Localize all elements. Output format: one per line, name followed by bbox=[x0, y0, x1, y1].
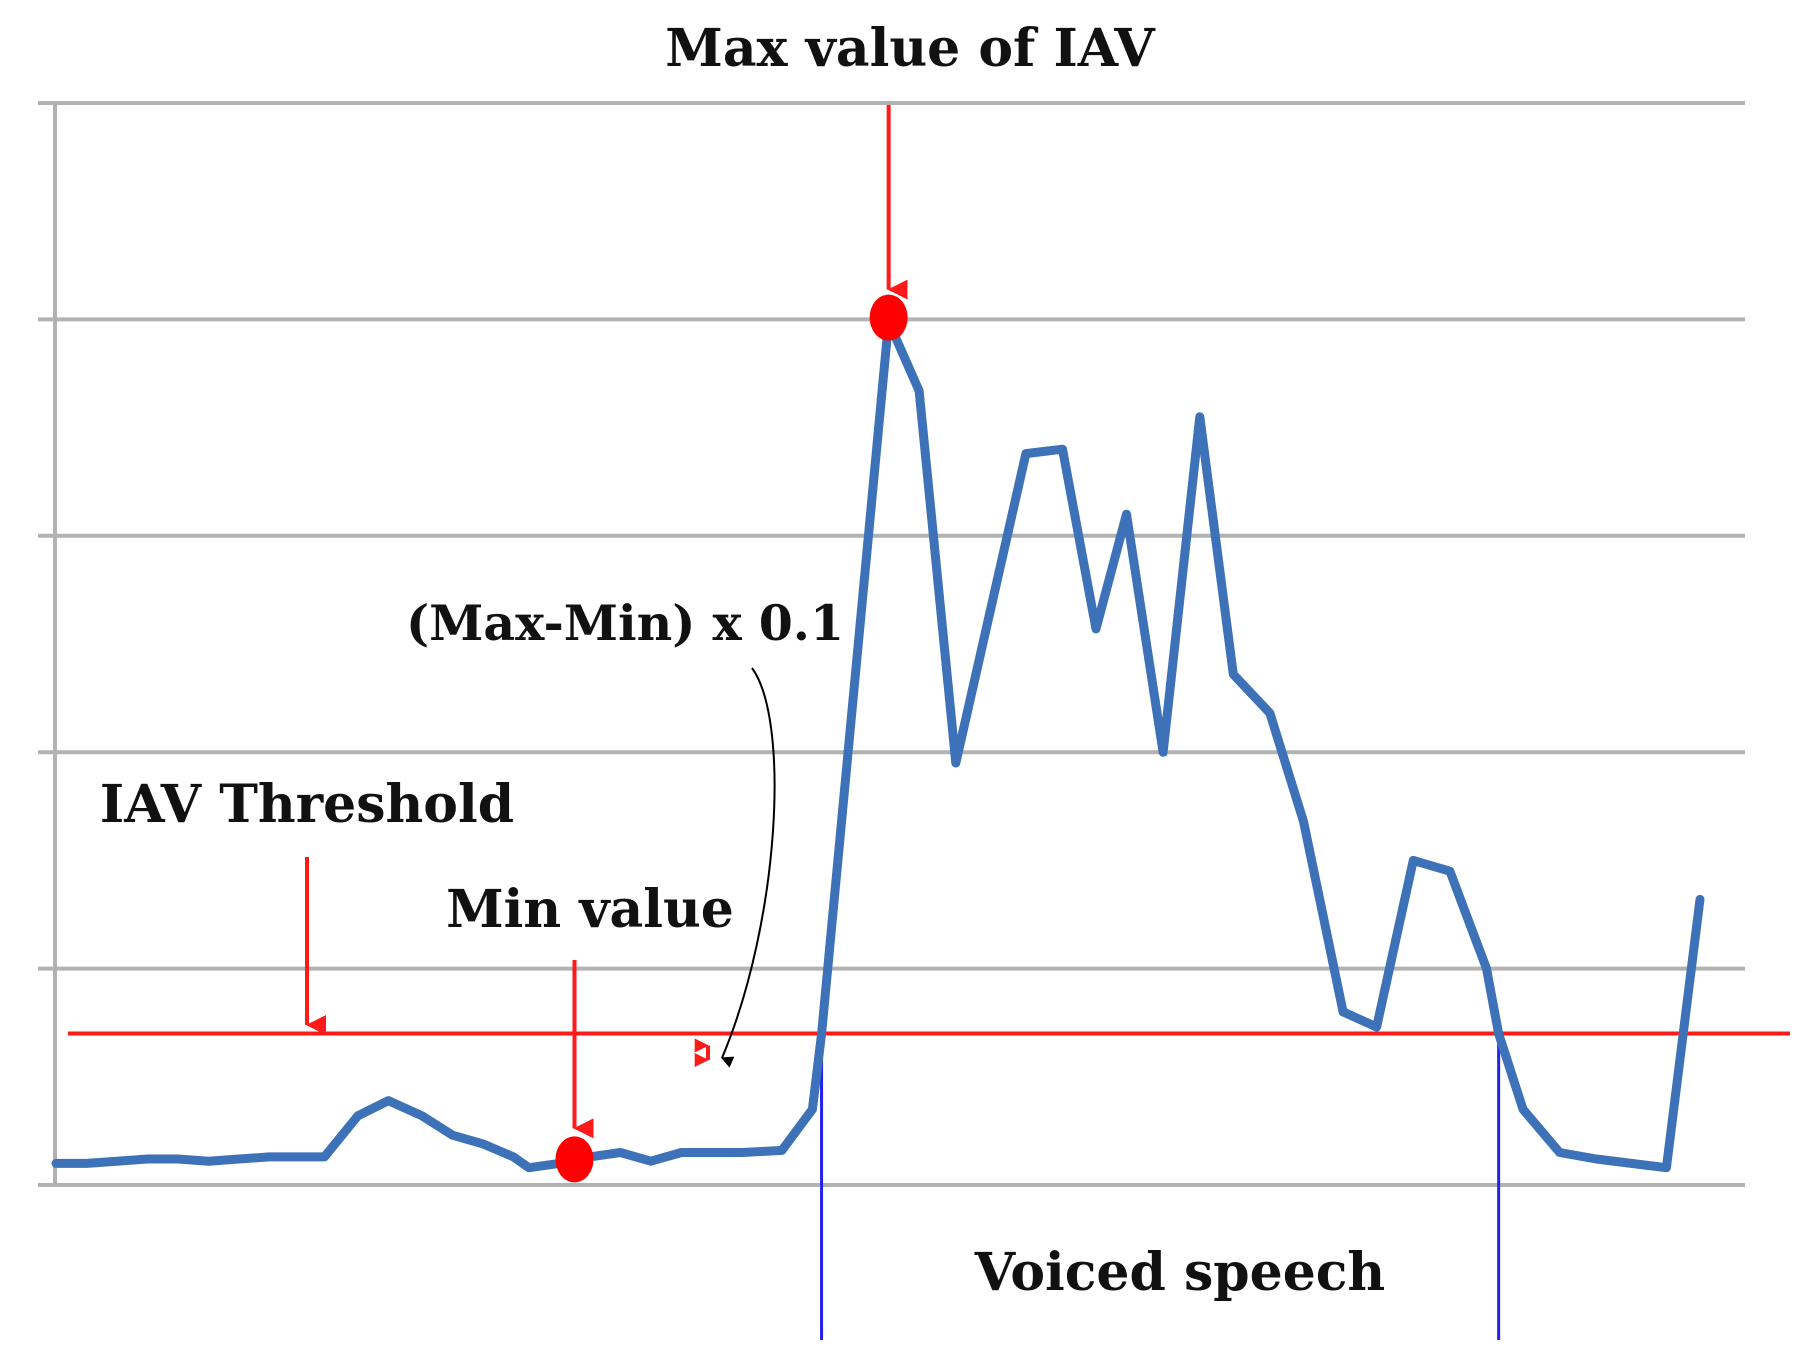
min-value-marker bbox=[555, 1136, 594, 1183]
voiced-speech-label: Voiced speech bbox=[974, 1242, 1386, 1303]
gridlines bbox=[38, 101, 1745, 1187]
iav-series-line bbox=[51, 317, 1705, 1173]
min-value-label: Min value bbox=[446, 879, 734, 940]
max-value-label: Max value of IAV bbox=[665, 18, 1156, 79]
formula-label: (Max-Min) x 0.1 bbox=[406, 594, 844, 652]
max-value-marker bbox=[869, 294, 908, 341]
formula-leader-arrow bbox=[720, 667, 776, 1068]
threshold-label: IAV Threshold bbox=[100, 774, 514, 835]
